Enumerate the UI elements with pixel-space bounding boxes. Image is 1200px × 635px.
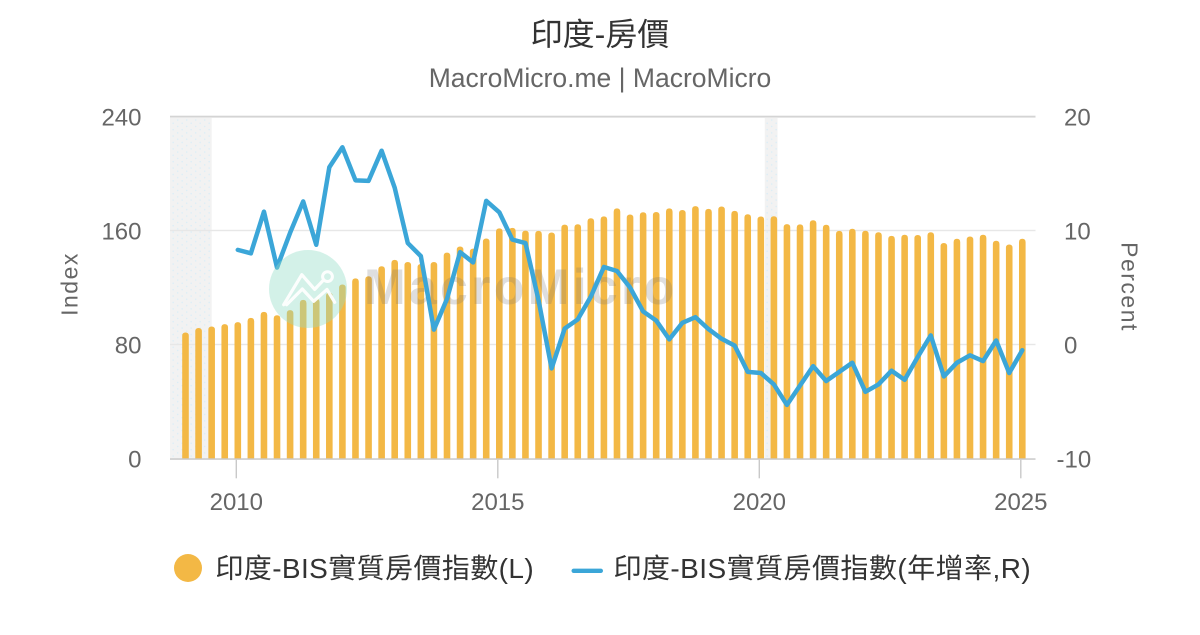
svg-text:20: 20 (1064, 105, 1091, 132)
svg-text:80: 80 (115, 333, 142, 360)
svg-text:-: - (595, 17, 606, 53)
svg-text:160: 160 (101, 219, 141, 246)
svg-text:0: 0 (1064, 333, 1077, 360)
svg-text:(: ( (897, 553, 907, 584)
svg-text:2025: 2025 (994, 489, 1047, 516)
svg-text:0: 0 (128, 447, 141, 474)
svg-text:2015: 2015 (471, 489, 524, 516)
svg-text:-BIS: -BIS (272, 553, 328, 584)
svg-text:MacroMicro.me | MacroMicro: MacroMicro.me | MacroMicro (429, 63, 772, 93)
svg-text:-BIS: -BIS (670, 553, 726, 584)
svg-text:240: 240 (101, 105, 141, 132)
svg-text:-10: -10 (1057, 447, 1092, 474)
svg-text:MacroMicro: MacroMicro (364, 259, 678, 315)
svg-text:Percent: Percent (1117, 242, 1143, 332)
svg-text:10: 10 (1064, 219, 1091, 246)
svg-text:2020: 2020 (733, 489, 786, 516)
svg-text:Index: Index (57, 252, 83, 316)
svg-text:(L): (L) (499, 553, 534, 584)
svg-text:,R): ,R) (992, 553, 1031, 584)
svg-text:2010: 2010 (210, 489, 263, 516)
